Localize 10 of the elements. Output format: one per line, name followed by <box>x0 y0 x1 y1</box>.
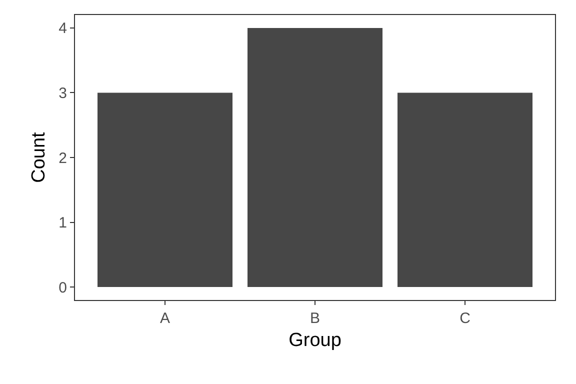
y-axis-title: Count <box>28 131 50 183</box>
x-tick-label: C <box>460 310 471 327</box>
x-tick-label: B <box>310 310 320 327</box>
y-tick-label: 2 <box>58 150 67 167</box>
y-tick-label: 0 <box>58 279 67 296</box>
x-axis-title: Group <box>288 330 342 351</box>
y-tick-label: 3 <box>58 84 67 102</box>
x-tick-label: A <box>160 310 170 327</box>
y-tick-label: 1 <box>58 214 67 232</box>
y-tick-label: 4 <box>58 20 67 38</box>
